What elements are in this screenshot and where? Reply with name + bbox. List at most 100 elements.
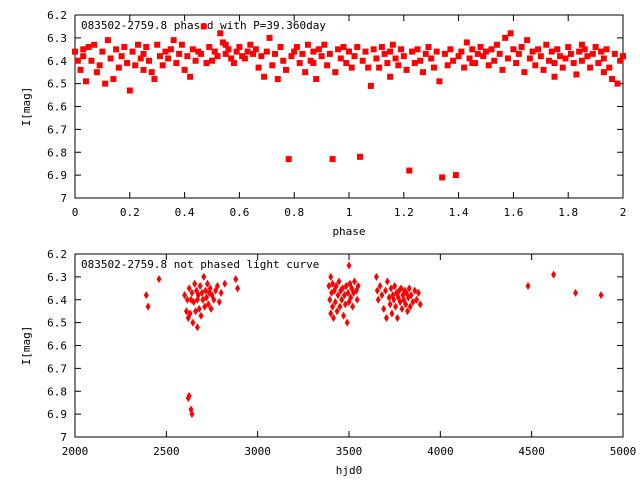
chart1-data-point [381,50,388,57]
chart2-data-point [184,295,190,304]
chart2-data-point [354,295,360,304]
chart1-data-point [277,44,284,51]
chart1-data-point [126,87,133,94]
chart1-data-point [315,46,322,53]
chart2-data-point [222,279,228,288]
chart1-data-point [504,55,511,62]
chart1-data-point [387,48,394,55]
chart1-data-point [91,41,98,48]
chart1-data-point [502,34,509,41]
chart1-data-point [409,48,416,55]
chart1-data-point [425,44,432,51]
chart1-data-point [113,46,120,53]
chart2-data-point [393,302,399,311]
chart2-data-point [202,302,208,311]
chart1-data-point [110,76,117,83]
chart2-data-point [186,391,192,400]
chart1-data-point [398,46,405,53]
chart1-data-point [288,53,295,60]
chart1-data-point [578,57,585,64]
chart1-data-point [304,41,311,48]
chart2-data-point [145,302,151,311]
chart1-data-point [362,48,369,55]
chart1-data-point [529,48,536,55]
chart2-x-axis-label: hjd0 [336,464,363,477]
chart2-data-point [404,307,410,316]
chart1-data-point [493,41,500,48]
chart2-data-point [346,261,352,270]
chart1-data-point [567,50,574,57]
chart1-data-point [285,156,292,163]
chart2-data-point [340,284,346,293]
chart1-data-point [389,41,396,48]
chart1-ytick-label: 6.8 [47,146,67,159]
chart1-data-point [187,73,194,80]
chart1-data-point [474,50,481,57]
chart1-data-point [148,69,155,76]
chart1-data-point [132,62,139,69]
chart1-ytick-label: 6.4 [47,55,67,68]
chart1-xtick-label: 0.8 [284,206,304,219]
chart1-data-point [255,64,262,71]
chart1-data-point [458,48,465,55]
chart1-data-point [222,41,229,48]
chart1-data-point [228,55,235,62]
chart1-ytick-label: 6.5 [47,78,67,91]
chart1-data-point [606,64,613,71]
chart1-data-point [82,78,89,85]
chart1-data-point [222,50,229,57]
chart1-data-point [469,46,476,53]
chart1-data-point [403,66,410,73]
chart1-data-point [559,64,566,71]
chart1-data-point [543,41,550,48]
chart2-data-point [205,300,211,309]
chart2-data-point [410,298,416,307]
chart1-data-point [526,55,533,62]
chart2-data-point [233,275,239,284]
chart1-data-point [162,48,169,55]
chart2-data-point [328,272,334,281]
chart1-data-point [367,82,374,89]
chart1-xtick-label: 0.6 [229,206,249,219]
chart2-data-point [414,295,420,304]
chart1-ytick-label: 6.2 [47,9,67,22]
chart2-data-point [326,282,332,291]
chart1-data-point [181,66,188,73]
chart2-data-point [218,288,224,297]
chart1-data-point [337,55,344,62]
chart1-data-point [532,62,539,69]
chart1-xtick-label: 1.2 [394,206,414,219]
chart1-data-point [118,53,125,60]
chart1-data-point [584,53,591,60]
chart1-data-point [335,46,342,53]
chart1-data-point [387,73,394,80]
chart2-data-point [156,275,162,284]
chart2-data-point [379,291,385,300]
chart1-data-point [551,73,558,80]
chart1-data-point [236,44,243,51]
chart2-data-point [391,295,397,304]
chart1-xtick-label: 0 [72,206,79,219]
chart1-data-point [269,62,276,69]
chart1-data-point [329,156,336,163]
chart1-xtick-label: 0.4 [175,206,195,219]
chart2-xtick-label: 3500 [336,445,363,458]
chart1-data-point [581,46,588,53]
chart2-y-axis-label: I[mag] [20,326,33,366]
chart2-data-point [330,279,336,288]
chart1-data-point [447,46,454,53]
chart1-data-point [310,60,317,67]
chart1-data-point [293,44,300,51]
chart2-ytick-label: 6.3 [47,271,67,284]
chart1-data-point [548,48,555,55]
chart1-data-point [436,78,443,85]
chart1-data-point [384,60,391,67]
chart2-data-point [328,309,334,318]
chart1-data-point [351,53,358,60]
chart1-data-point [88,57,95,64]
chart1-y-axis-label: I[mag] [20,87,33,127]
chart2-data-point [388,284,394,293]
chart1-data-point [241,55,248,62]
chart1-data-point [365,64,372,71]
chart1-data-point [74,57,81,64]
